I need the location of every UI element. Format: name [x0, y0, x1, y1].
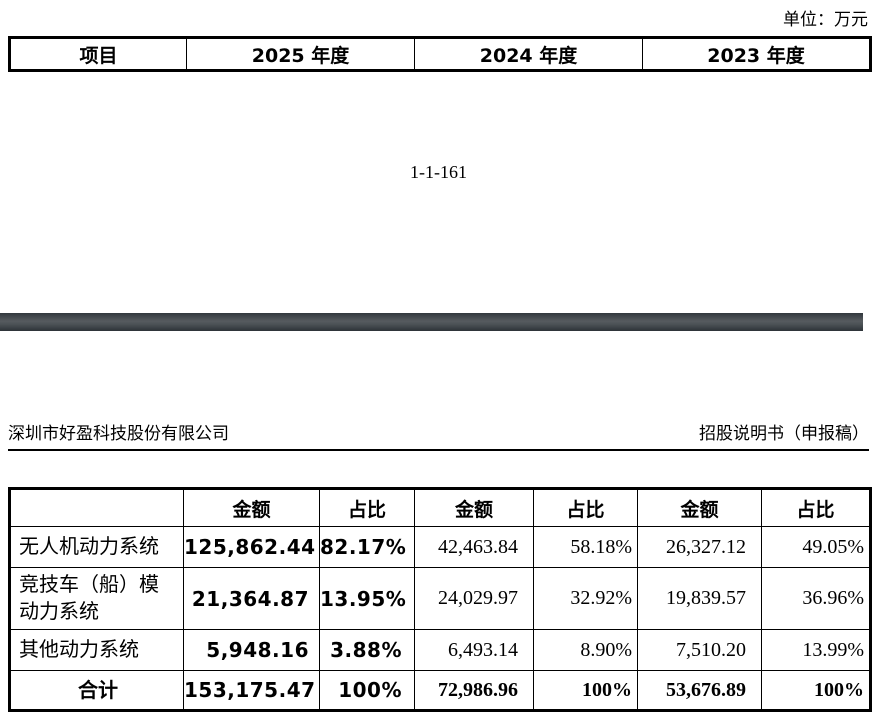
column-header-item: 项目	[9, 37, 187, 71]
cell-amount-2023: 26,327.12	[637, 526, 762, 568]
cell-amount-2025: 125,862.44	[183, 526, 320, 568]
cell-share-2025: 13.95%	[319, 567, 415, 630]
cell-amount-2025: 153,175.47	[183, 670, 320, 711]
row-label: 其他动力系统	[9, 629, 184, 671]
company-name: 深圳市好盈科技股份有限公司	[8, 424, 229, 443]
column-header-blank	[9, 488, 184, 527]
unit-label: 单位：万元	[783, 10, 868, 29]
row-label: 无人机动力系统	[9, 526, 184, 568]
cell-amount-2023: 19,839.57	[637, 567, 762, 630]
cell-amount-2024: 6,493.14	[414, 629, 534, 671]
column-header-amount-2025: 金额	[183, 488, 320, 527]
table-row-total: 合计 153,175.47 100% 72,986.96 100% 53,676…	[9, 670, 871, 711]
cell-share-2025: 100%	[319, 670, 415, 711]
cell-share-2023: 100%	[761, 670, 871, 711]
cell-amount-2023: 53,676.89	[637, 670, 762, 711]
column-header-share-2024: 占比	[533, 488, 638, 527]
column-header-share-2023: 占比	[761, 488, 871, 527]
table-subheader-row: 金额 占比 金额 占比 金额 占比	[9, 488, 871, 527]
cell-amount-2024: 24,029.97	[414, 567, 534, 630]
cell-amount-2025: 21,364.87	[183, 567, 320, 630]
doc-title: 招股说明书（申报稿）	[699, 424, 869, 443]
column-header-2025: 2025 年度	[186, 37, 415, 71]
cell-share-2025: 3.88%	[319, 629, 415, 671]
revenue-breakdown-table: 金额 占比 金额 占比 金额 占比 无人机动力系统 125,862.44 82.…	[8, 487, 872, 712]
cell-amount-2025: 5,948.16	[183, 629, 320, 671]
cell-amount-2023: 7,510.20	[637, 629, 762, 671]
cell-share-2024: 8.90%	[533, 629, 638, 671]
cell-share-2023: 49.05%	[761, 526, 871, 568]
cell-share-2023: 36.96%	[761, 567, 871, 630]
cell-amount-2024: 72,986.96	[414, 670, 534, 711]
table-row: 其他动力系统 5,948.16 3.88% 6,493.14 8.90% 7,5…	[9, 629, 871, 671]
cell-share-2024: 32.92%	[533, 567, 638, 630]
column-header-2024: 2024 年度	[414, 37, 643, 71]
table-row: 无人机动力系统 125,862.44 82.17% 42,463.84 58.1…	[9, 526, 871, 568]
row-label: 竞技车（船）模动力系统	[9, 567, 184, 630]
cell-share-2024: 58.18%	[533, 526, 638, 568]
year-header-table: 项目 2025 年度 2024 年度 2023 年度	[8, 36, 872, 72]
column-header-share-2025: 占比	[319, 488, 415, 527]
table-row: 竞技车（船）模动力系统 21,364.87 13.95% 24,029.97 3…	[9, 567, 871, 630]
row-label-total: 合计	[9, 670, 184, 711]
table-header-row: 项目 2025 年度 2024 年度 2023 年度	[9, 37, 871, 71]
cell-share-2025: 82.17%	[319, 526, 415, 568]
cell-share-2024: 100%	[533, 670, 638, 711]
column-header-amount-2024: 金额	[414, 488, 534, 527]
cell-amount-2024: 42,463.84	[414, 526, 534, 568]
column-header-amount-2023: 金额	[637, 488, 762, 527]
column-header-2023: 2023 年度	[642, 37, 871, 71]
running-header: 深圳市好盈科技股份有限公司 招股说明书（申报稿）	[8, 419, 869, 451]
cell-share-2023: 13.99%	[761, 629, 871, 671]
page-separator-bar	[0, 313, 863, 331]
page-number: 1-1-161	[410, 162, 467, 182]
